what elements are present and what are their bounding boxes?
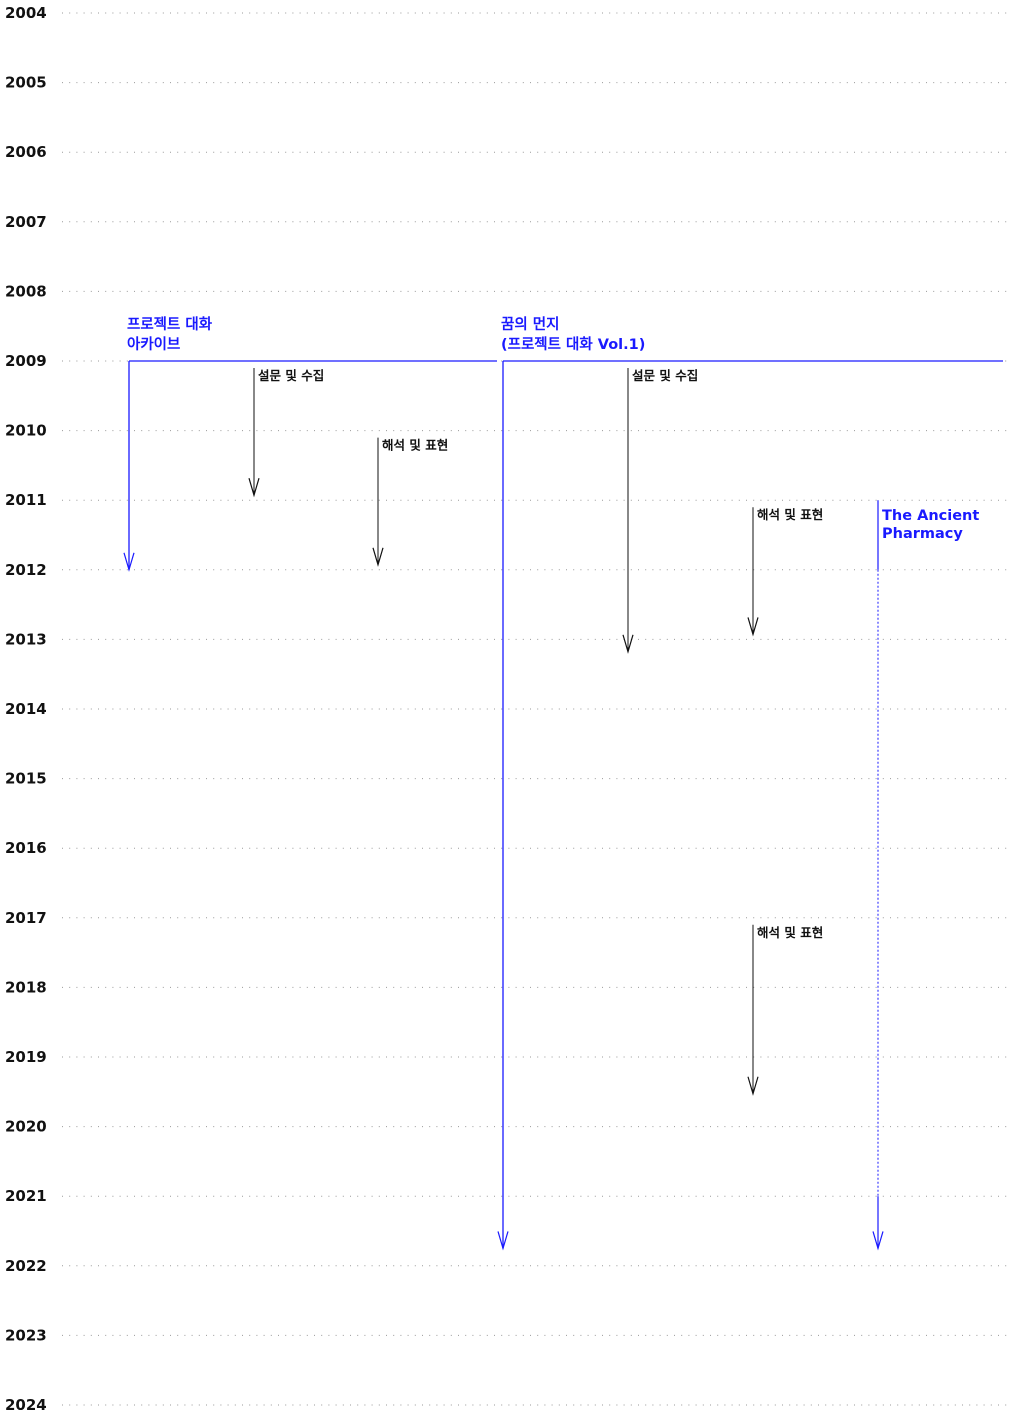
project-arrow-pharmacy [872,1231,884,1251]
task-arrow-1 [372,547,384,567]
year-label-2024: 2024 [5,1396,47,1414]
task-label-1: 해석 및 표현 [382,438,448,453]
year-label-2011: 2011 [5,491,47,509]
project-title-pharmacy-line-2: Pharmacy [882,526,963,542]
project-pharmacy: The Ancient Pharmacy [872,500,979,1251]
year-label-2015: 2015 [5,770,47,788]
task-label-3: 해석 및 표현 [757,507,823,522]
project-title-pharmacy-line-1: The Ancient [882,508,979,524]
year-label-2018: 2018 [5,978,47,996]
year-label-2010: 2010 [5,422,47,440]
task-3: 해석 및 표현 [747,507,823,637]
year-grid: 2004 2005 2006 2007 2008 2009 2010 2011 2012 2013… [5,4,1010,1414]
year-label-2019: 2019 [5,1048,47,1066]
task-arrow-3 [747,617,759,637]
task-4: 해석 및 표현 [747,924,823,1096]
task-arrow-0 [248,478,260,498]
project-title-archive-line-1: 프로젝트 대화 [127,316,213,333]
year-label-2012: 2012 [5,561,47,579]
project-title-dust-line-1: 꿈의 먼지 [501,315,559,333]
year-label-2022: 2022 [5,1257,47,1275]
year-label-2017: 2017 [5,909,47,927]
task-1: 해석 및 표현 [372,437,448,567]
year-label-2009: 2009 [5,352,47,370]
task-label-0: 설문 및 수집 [258,368,324,383]
task-2: 설문 및 수집 [622,368,698,654]
project-dust: 꿈의 먼지 (프로젝트 대화 Vol.1) [497,315,1003,1251]
project-title-archive-line-2: 아카이브 [127,336,180,353]
year-label-2013: 2013 [5,630,47,648]
year-label-2005: 2005 [5,74,47,92]
project-arrow-archive [123,552,135,572]
year-label-2023: 2023 [5,1326,47,1344]
task-arrow-2 [622,634,634,654]
year-label-2004: 2004 [5,4,47,22]
project-arrow-dust [497,1231,509,1251]
year-label-2006: 2006 [5,143,47,161]
year-label-2007: 2007 [5,213,47,231]
year-label-2016: 2016 [5,839,47,857]
task-label-2: 설문 및 수집 [632,368,698,383]
year-label-2021: 2021 [5,1187,47,1205]
year-label-2020: 2020 [5,1118,47,1136]
task-0: 설문 및 수집 [248,368,324,498]
task-arrow-4 [747,1076,759,1096]
project-title-dust-line-2: (프로젝트 대화 Vol.1) [501,336,645,353]
task-label-4: 해석 및 표현 [757,925,823,940]
year-label-2008: 2008 [5,282,47,300]
year-label-2014: 2014 [5,700,47,718]
